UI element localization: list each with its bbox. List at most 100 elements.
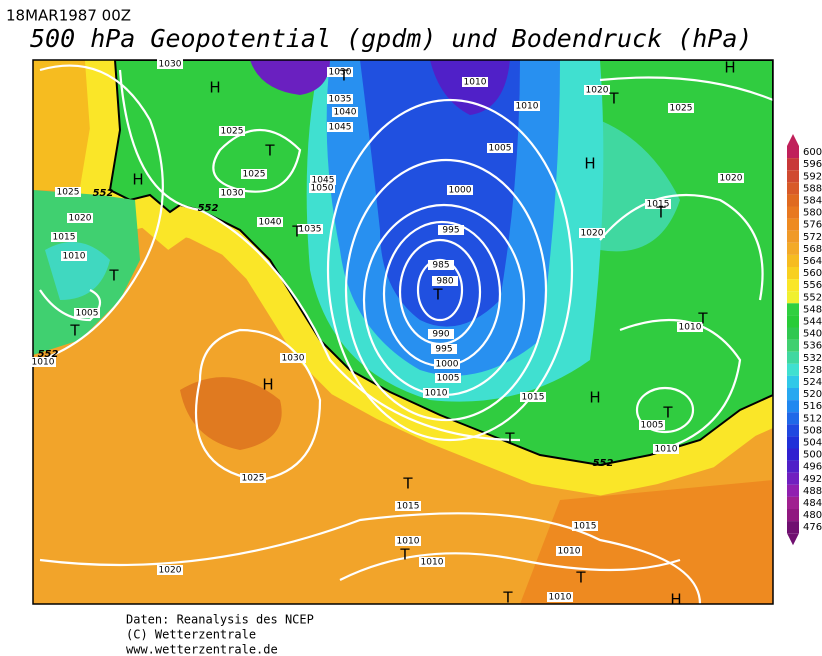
label-box xyxy=(219,126,245,136)
isobar-label: 995 xyxy=(435,345,452,355)
colorbar-swatch xyxy=(787,194,799,207)
colorbar-swatch xyxy=(787,230,799,243)
isobar-label: 1010 xyxy=(32,358,55,368)
isobar-label: 1005 xyxy=(437,374,460,384)
colorbar-label: 496 xyxy=(803,462,822,473)
isobar-label: 1015 xyxy=(647,200,670,210)
label-box xyxy=(431,344,457,354)
label-box xyxy=(572,521,598,531)
colorbar-label: 592 xyxy=(803,171,822,182)
isobar-label: 1015 xyxy=(53,233,76,243)
pressure-center: H xyxy=(589,389,600,407)
field xyxy=(250,60,330,95)
isobar-label: 1010 xyxy=(397,537,420,547)
isobar-label: 1035 xyxy=(299,225,322,235)
gph-label: 552 xyxy=(198,203,219,214)
colorbar-label: 600 xyxy=(803,147,822,158)
map-area xyxy=(33,60,773,604)
colorbar-label: 576 xyxy=(803,220,822,231)
pressure-center: T xyxy=(264,142,275,160)
colorbar-swatch xyxy=(787,242,799,255)
isobar-label: 1010 xyxy=(516,102,539,112)
colorbar-swatch xyxy=(787,158,799,171)
colorbar: 6005965925885845805765725685645605565525… xyxy=(787,134,822,546)
footer: Daten: Reanalysis des NCEP xyxy=(126,613,314,627)
isobar-label: 1010 xyxy=(655,445,678,455)
pressure-center: H xyxy=(132,171,143,189)
label-box xyxy=(30,357,56,367)
isobar-label: 1015 xyxy=(574,522,597,532)
colorbar-swatch xyxy=(787,521,799,534)
label-box xyxy=(241,169,267,179)
isobar-label: 1005 xyxy=(489,144,512,154)
label-box xyxy=(297,224,323,234)
pressure-center: T xyxy=(575,569,586,587)
label-box xyxy=(395,501,421,511)
colorbar-swatch xyxy=(787,400,799,413)
isobar-label: 1010 xyxy=(558,547,581,557)
pressure-center: T xyxy=(608,90,619,108)
isobar-label: 980 xyxy=(436,277,453,287)
colorbar-swatch xyxy=(787,424,799,437)
isobar-label: 1025 xyxy=(221,127,244,137)
isobar-label: 1050 xyxy=(311,184,334,194)
label-box xyxy=(74,308,100,318)
pressure-center: H xyxy=(670,591,681,609)
label-box xyxy=(718,173,744,183)
colorbar-label: 528 xyxy=(803,365,822,376)
date: 18MAR1987 00Z xyxy=(6,7,131,25)
isobar-label: 1035 xyxy=(329,95,352,105)
isobar-label: 1010 xyxy=(549,593,572,603)
colorbar-label: 488 xyxy=(803,486,822,497)
isobar-label: 985 xyxy=(432,261,449,271)
label-box xyxy=(67,213,93,223)
isobar-label: 1020 xyxy=(581,229,604,239)
colorbar-cap xyxy=(787,533,799,546)
label-box xyxy=(157,565,183,575)
colorbar-swatch xyxy=(787,339,799,352)
gph-label: 552 xyxy=(93,188,114,199)
colorbar-label: 500 xyxy=(803,450,822,461)
label-box xyxy=(428,260,454,270)
label-box xyxy=(55,187,81,197)
colorbar-swatch xyxy=(787,388,799,401)
isobar-label: 1020 xyxy=(720,174,743,184)
pressure-center: H xyxy=(209,79,220,97)
colorbar-swatch xyxy=(787,448,799,461)
colorbar-swatch xyxy=(787,254,799,267)
colorbar-label: 556 xyxy=(803,280,822,291)
colorbar-label: 520 xyxy=(803,389,822,400)
isobar-label: 1040 xyxy=(334,108,357,118)
isobars xyxy=(39,64,773,604)
colorbar-swatch xyxy=(787,267,799,280)
label-box xyxy=(395,536,421,546)
colorbar-swatch xyxy=(787,484,799,497)
colorbar-label: 588 xyxy=(803,183,822,194)
label-box xyxy=(556,546,582,556)
colorbar-label: 524 xyxy=(803,377,822,388)
label-box xyxy=(677,322,703,332)
isobar-label: 990 xyxy=(432,330,449,340)
pressure-center: T xyxy=(291,223,302,241)
isobar-label: 1045 xyxy=(312,176,335,186)
colorbar-swatch xyxy=(787,146,799,159)
colorbar-swatch xyxy=(787,303,799,316)
colorbar-label: 480 xyxy=(803,510,822,521)
colorbar-label: 540 xyxy=(803,329,822,340)
label-box xyxy=(462,77,488,87)
colorbar-swatch xyxy=(787,291,799,304)
isobar-label: 1025 xyxy=(243,170,266,180)
label-box xyxy=(432,276,458,286)
label-box xyxy=(240,473,266,483)
label-box xyxy=(584,85,610,95)
gph-label: 552 xyxy=(38,349,59,360)
isobar-label: 1020 xyxy=(69,214,92,224)
colorbar-swatch xyxy=(787,279,799,292)
colorbar-label: 508 xyxy=(803,425,822,436)
label-box xyxy=(668,103,694,113)
isobar-label: 1005 xyxy=(641,421,664,431)
label-box xyxy=(434,359,460,369)
colorbar-label: 492 xyxy=(803,474,822,485)
colorbar-swatch xyxy=(787,375,799,388)
isobar-label: 1015 xyxy=(522,393,545,403)
